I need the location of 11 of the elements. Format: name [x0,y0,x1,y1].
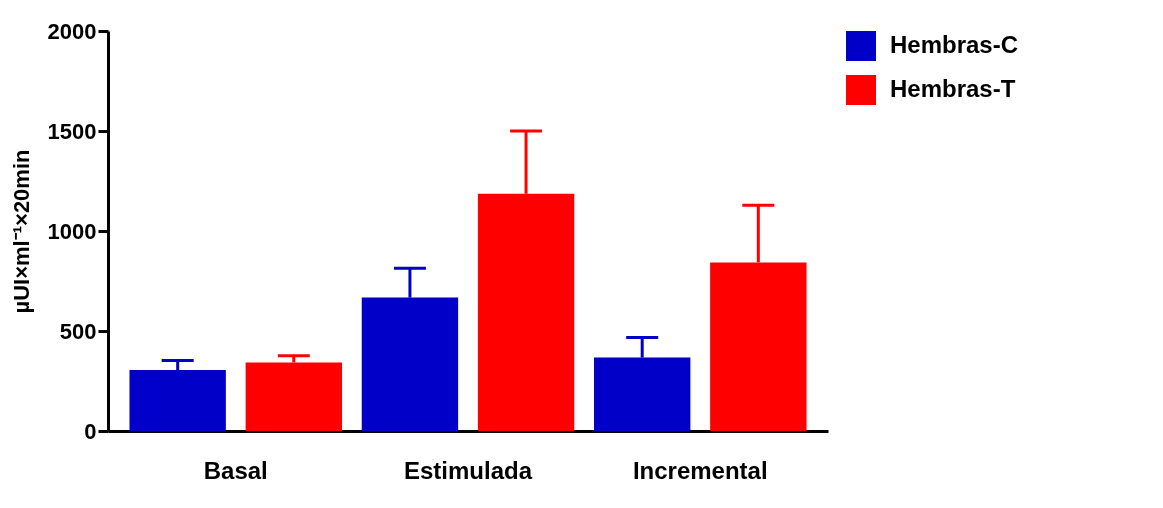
y-tick-label: 0 [84,418,97,444]
y-tick-label: 1000 [47,218,97,244]
x-tick-label: Estimulada [403,456,533,484]
legend-label: Hembras-C [890,31,1019,58]
y-axis-title: µUI×ml⁻¹×20min [8,149,34,314]
x-tick-label: Incremental [632,456,768,484]
legend-label: Hembras-T [890,75,1016,102]
y-tick-label: 2000 [47,18,97,44]
y-tick-label: 500 [59,318,97,344]
x-tick-label: Basal [203,456,268,484]
y-tick-label: 1500 [47,118,97,144]
